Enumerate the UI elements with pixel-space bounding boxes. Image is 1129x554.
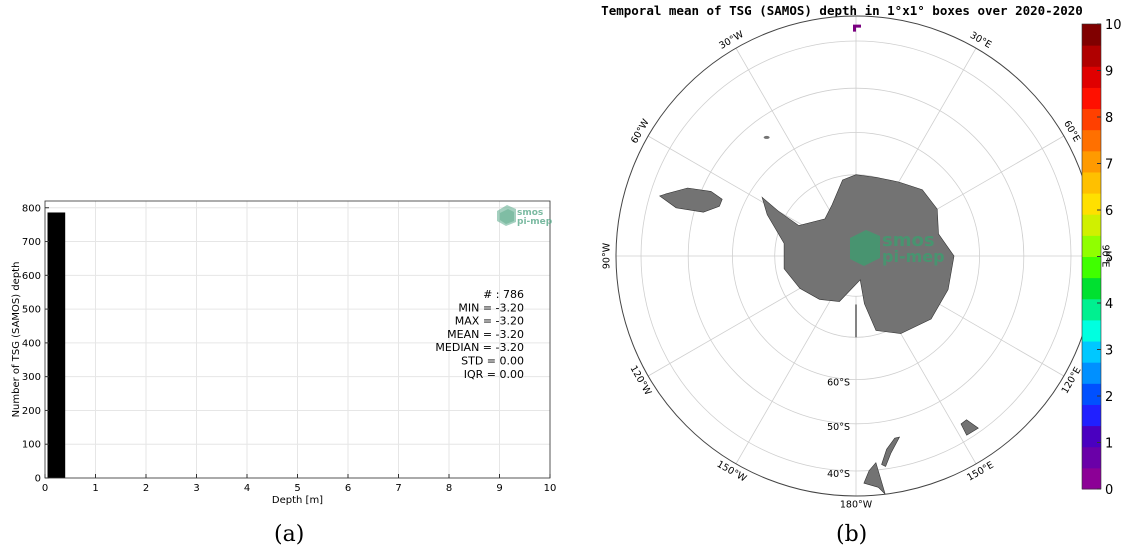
colorbar-segment <box>1082 383 1101 405</box>
stats-line: MEDIAN = -3.20 <box>435 341 524 354</box>
colorbar-tick-label: 6 <box>1105 204 1113 219</box>
colorbar-segment <box>1082 426 1101 448</box>
polar-map-chart: Temporal mean of TSG (SAMOS) depth in 1°… <box>560 0 1129 520</box>
colorbar-segment <box>1082 24 1101 46</box>
y-tick-label: 600 <box>22 271 41 282</box>
stats-line: MEAN = -3.20 <box>447 328 524 341</box>
colorbar-tick-label: 9 <box>1105 65 1113 80</box>
y-tick-label: 100 <box>22 440 41 451</box>
colorbar-segment <box>1082 45 1101 67</box>
caption-a: (a) <box>274 522 304 547</box>
logo-text-line2: pi-mep <box>517 217 553 227</box>
y-tick-label: 0 <box>35 474 41 485</box>
x-tick-label: 3 <box>193 483 199 494</box>
y-tick-label: 800 <box>22 203 41 214</box>
colorbar-segment <box>1082 299 1101 321</box>
colorbar-segment <box>1082 257 1101 279</box>
colorbar-tick-label: 10 <box>1105 18 1122 33</box>
caption-b: (b) <box>836 522 867 547</box>
y-tick-label: 700 <box>22 237 41 248</box>
colorbar-segment <box>1082 404 1101 426</box>
colorbar-tick-label: 0 <box>1105 483 1113 498</box>
colorbar-segment <box>1082 468 1101 490</box>
colorbar-segment <box>1082 278 1101 300</box>
colorbar-segment <box>1082 193 1101 215</box>
y-tick-label: 400 <box>22 338 41 349</box>
colorbar-tick-label: 3 <box>1105 344 1113 359</box>
x-axis-label: Depth [m] <box>272 495 323 506</box>
x-tick-label: 1 <box>92 483 98 494</box>
latitude-label: 60°S <box>827 378 850 389</box>
colorbar-tick-label: 8 <box>1105 111 1113 126</box>
x-tick-label: 8 <box>446 483 452 494</box>
x-tick-label: 4 <box>244 483 250 494</box>
colorbar-segment <box>1082 130 1101 152</box>
y-tick-label: 200 <box>22 406 41 417</box>
latitude-label: 40°S <box>827 469 850 480</box>
colorbar-segment <box>1082 109 1101 131</box>
stats-line: IQR = 0.00 <box>464 368 524 381</box>
colorbar-tick-label: 7 <box>1105 158 1113 173</box>
colorbar-segment <box>1082 341 1101 363</box>
x-tick-label: 0 <box>42 483 48 494</box>
histogram-bar <box>48 212 66 478</box>
longitude-label: 90°W <box>602 242 613 269</box>
colorbar-tick-label: 4 <box>1105 297 1113 312</box>
colorbar-segment <box>1082 87 1101 109</box>
colorbar-tick-label: 1 <box>1105 437 1113 452</box>
stats-line: MAX = -3.20 <box>455 315 524 328</box>
x-tick-label: 2 <box>143 483 149 494</box>
colorbar-segment <box>1082 447 1101 469</box>
stats-line: MIN = -3.20 <box>458 301 524 314</box>
colorbar-segment <box>1082 235 1101 257</box>
x-tick-label: 6 <box>345 483 351 494</box>
colorbar-segment <box>1082 214 1101 236</box>
colorbar-segment <box>1082 172 1101 194</box>
colorbar-segment <box>1082 66 1101 88</box>
south-georgia-island <box>764 136 770 139</box>
y-tick-label: 500 <box>22 305 41 316</box>
x-tick-label: 7 <box>395 483 401 494</box>
colorbar-tick-label: 2 <box>1105 390 1113 405</box>
y-tick-label: 300 <box>22 372 41 383</box>
colorbar-segment <box>1082 151 1101 173</box>
histogram-chart: 0 1 2 3 4 5 6 7 8 9 100100200300400500600700800Dep… <box>0 0 560 520</box>
y-axis-label: Number of TSG (SAMOS) depth <box>11 262 22 418</box>
map-title: Temporal mean of TSG (SAMOS) depth in 1°… <box>601 3 1083 18</box>
x-tick-label: 10 <box>544 483 557 494</box>
longitude-label: 180°W <box>840 500 873 511</box>
colorbar-segment <box>1082 362 1101 384</box>
stats-line: # : 786 <box>483 288 524 301</box>
logo-text-line2: pi-mep <box>882 247 945 266</box>
x-tick-label: 5 <box>294 483 300 494</box>
colorbar-segment <box>1082 320 1101 342</box>
latitude-label: 50°S <box>827 422 850 433</box>
x-tick-label: 9 <box>496 483 502 494</box>
colorbar-tick-label: 5 <box>1105 251 1113 266</box>
stats-line: STD = 0.00 <box>461 355 524 368</box>
